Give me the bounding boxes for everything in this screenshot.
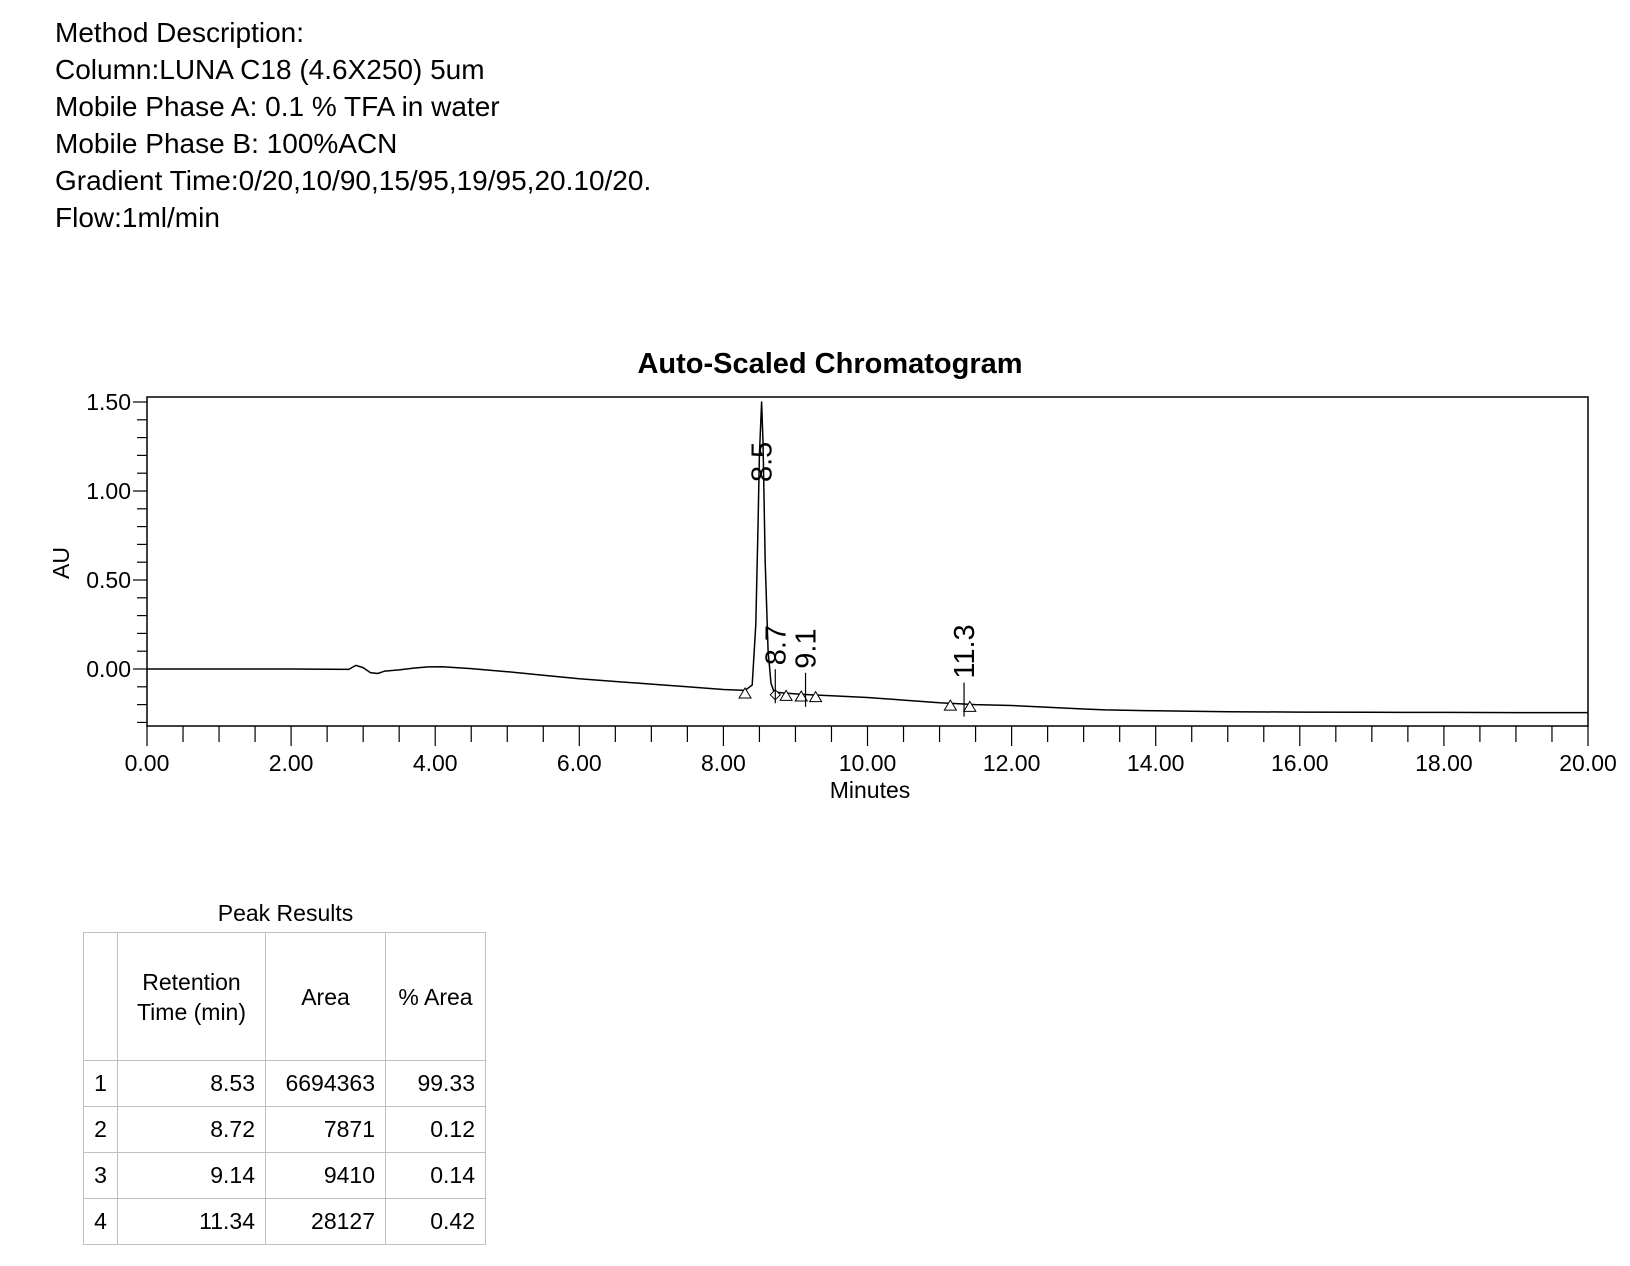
- table-header-row: Retention Time (min) Area % Area: [83, 932, 486, 1061]
- method-description: Method Description: Column:LUNA C18 (4.6…: [55, 14, 651, 236]
- chart-title: Auto-Scaled Chromatogram: [637, 348, 1022, 380]
- x-tick-label: 2.00: [269, 750, 314, 776]
- row-index: 1: [83, 1060, 118, 1107]
- table-row: 1 8.53 6694363 99.33: [83, 1060, 486, 1107]
- y-tick-label: 1.00: [86, 478, 131, 504]
- row-percent-area: 0.42: [385, 1198, 486, 1245]
- peak-marker-triangle: [943, 699, 958, 711]
- row-retention-time: 11.34: [117, 1198, 266, 1245]
- peak-marker-triangle: [738, 687, 752, 699]
- peak-marker-triangle: [794, 690, 809, 702]
- y-axis-ticks: 0.00 0.50 1.00 1.50: [86, 389, 147, 724]
- x-tick-label: 10.00: [839, 750, 897, 776]
- chromatogram-trace: [147, 401, 1588, 714]
- peak-label: 9.1: [791, 628, 823, 668]
- row-retention-time: 8.53: [117, 1060, 266, 1107]
- series-layer: [147, 401, 1588, 714]
- y-tick-label: 1.50: [86, 389, 131, 415]
- x-tick-label: 8.00: [701, 750, 746, 776]
- x-axis-ticks: 0.00 2.00 4.00 6.00 8.00 10.00 12.00 14.00 16.00…: [125, 726, 1617, 776]
- row-percent-area: 0.14: [385, 1152, 486, 1199]
- method-line-column: Column:LUNA C18 (4.6X250) 5um: [55, 54, 485, 85]
- x-tick-label: 20.00: [1559, 750, 1617, 776]
- peak-label: 8.7: [760, 625, 792, 665]
- peak-results-caption: Peak Results: [217, 900, 354, 926]
- y-axis-label: AU: [48, 547, 74, 579]
- x-tick-label: 16.00: [1271, 750, 1329, 776]
- table-row: 2 8.72 7871 0.12: [83, 1106, 486, 1153]
- y-tick-label: 0.50: [86, 567, 131, 593]
- row-area: 9410: [265, 1152, 386, 1199]
- peak-marker-triangle: [779, 689, 793, 701]
- x-tick-label: 0.00: [125, 750, 170, 776]
- peak-marker-triangle: [808, 690, 823, 703]
- x-tick-label: 14.00: [1127, 750, 1185, 776]
- method-line-gradient: Gradient Time:0/20,10/90,15/95,19/95,20.…: [55, 165, 652, 196]
- row-percent-area: 99.33: [385, 1060, 486, 1107]
- row-area: 28127: [265, 1198, 386, 1245]
- peak-label: 8.5: [747, 442, 779, 482]
- method-line-title: Method Description:: [55, 17, 305, 48]
- row-index: 3: [83, 1152, 118, 1199]
- row-index: 4: [83, 1198, 118, 1245]
- x-tick-label: 18.00: [1415, 750, 1473, 776]
- peak-marker-triangle: [962, 700, 977, 712]
- table-row: 4 11.34 28127 0.42: [83, 1198, 486, 1245]
- x-tick-label: 6.00: [557, 750, 602, 776]
- row-percent-area: 0.12: [385, 1106, 486, 1153]
- y-tick-label: 0.00: [86, 656, 131, 682]
- row-area: 6694363: [265, 1060, 386, 1107]
- row-retention-time: 8.72: [117, 1106, 266, 1153]
- row-index: 2: [83, 1106, 118, 1153]
- peak-results-table: Retention Time (min) Area % Area 1 8.53 …: [83, 932, 486, 1245]
- peak-label: 11.3: [949, 624, 981, 678]
- x-axis-label: Minutes: [830, 777, 911, 803]
- method-line-flow: Flow:1ml/min: [55, 202, 220, 233]
- x-tick-label: 12.00: [983, 750, 1041, 776]
- chromatogram-chart: Auto-Scaled Chromatogram 0.00 0.50 1.00 1.5…: [48, 348, 1617, 803]
- header-retention-time: Retention Time (min): [117, 932, 266, 1061]
- header-area: Area: [265, 932, 386, 1061]
- table-row: 3 9.14 9410 0.14: [83, 1152, 486, 1199]
- header-percent-area: % Area: [385, 932, 486, 1061]
- row-area: 7871: [265, 1106, 386, 1153]
- peak-markers: [738, 687, 977, 712]
- x-tick-label: 4.00: [413, 750, 458, 776]
- plot-frame: [146, 396, 1589, 727]
- peak-labels: 8.5 8.79.1 11.3: [747, 442, 981, 717]
- method-line-mobile-phase-b: Mobile Phase B: 100%ACN: [55, 128, 398, 159]
- method-line-mobile-phase-a: Mobile Phase A: 0.1 % TFA in water: [55, 91, 500, 122]
- row-retention-time: 9.14: [117, 1152, 266, 1199]
- header-index: [83, 932, 118, 1061]
